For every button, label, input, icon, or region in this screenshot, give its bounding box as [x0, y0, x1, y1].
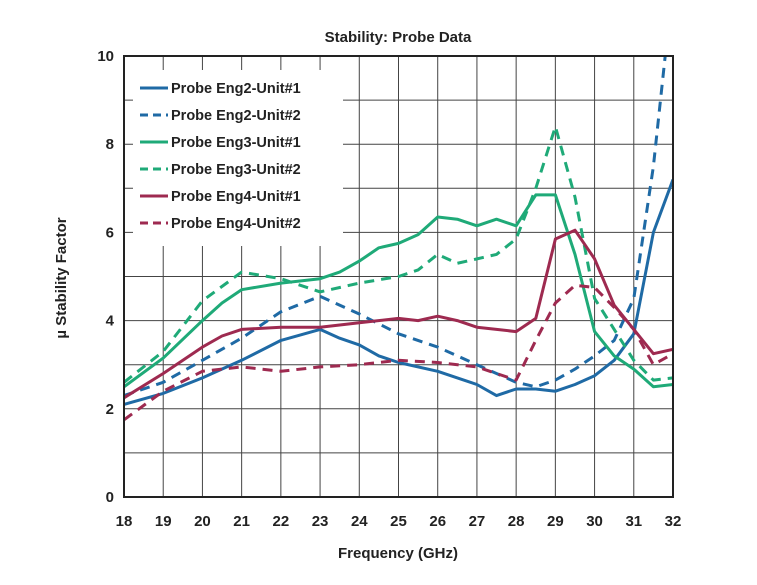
series-line-3 — [124, 193, 673, 389]
x-tick-label: 19 — [155, 513, 172, 530]
legend-entry-label: Probe Eng4-Unit#1 — [171, 189, 301, 205]
x-tick-label: 25 — [390, 513, 407, 530]
legend-entry-label: Probe Eng4-Unit#2 — [171, 216, 301, 232]
y-axis-label: µ Stability Factor — [53, 217, 70, 338]
legend-entry-label: Probe Eng2-Unit#2 — [171, 108, 301, 124]
x-tick-label: 22 — [273, 513, 290, 530]
y-tick-label: 0 — [106, 489, 114, 506]
y-tick-label: 8 — [106, 136, 114, 153]
x-tick-labels: 18 19 20 21 22 23 24 25 26 27 28 29 30 31 32 — [116, 513, 682, 530]
series-line-5 — [124, 228, 673, 400]
chart-title: Stability: Probe Data — [325, 29, 472, 46]
series-line-2 — [124, 56, 667, 398]
y-tick-label: 6 — [106, 224, 114, 241]
x-tick-label: 21 — [233, 513, 250, 530]
x-tick-label: 20 — [194, 513, 211, 530]
x-tick-label: 28 — [508, 513, 525, 530]
x-tick-label: 18 — [116, 513, 133, 530]
x-tick-label: 23 — [312, 513, 329, 530]
x-tick-label: 30 — [586, 513, 603, 530]
plot-frame — [123, 55, 674, 498]
legend-entry-label: Probe Eng3-Unit#1 — [171, 135, 301, 151]
series-line-4 — [124, 125, 673, 384]
x-tick-label: 27 — [469, 513, 486, 530]
x-tick-label: 24 — [351, 513, 368, 530]
legend-entry-label: Probe Eng2-Unit#1 — [171, 81, 301, 97]
legend-entry-label: Probe Eng3-Unit#2 — [171, 162, 301, 178]
y-tick-label: 4 — [106, 313, 115, 330]
legend-background — [133, 70, 343, 246]
series-line-1 — [124, 178, 673, 406]
y-tick-label: 10 — [97, 48, 114, 65]
plot-lines — [124, 56, 673, 422]
x-tick-label: 31 — [625, 513, 642, 530]
x-tick-label: 32 — [665, 513, 682, 530]
y-tick-label: 2 — [106, 401, 114, 418]
series-line-6 — [124, 283, 673, 422]
y-tick-labels: 0 2 4 6 8 10 — [97, 48, 114, 506]
x-tick-label: 26 — [429, 513, 446, 530]
x-tick-label: 29 — [547, 513, 564, 530]
x-axis-label: Frequency (GHz) — [338, 545, 458, 562]
legend: Probe Eng2-Unit#1 Probe Eng2-Unit#2 Probe … — [133, 70, 343, 246]
